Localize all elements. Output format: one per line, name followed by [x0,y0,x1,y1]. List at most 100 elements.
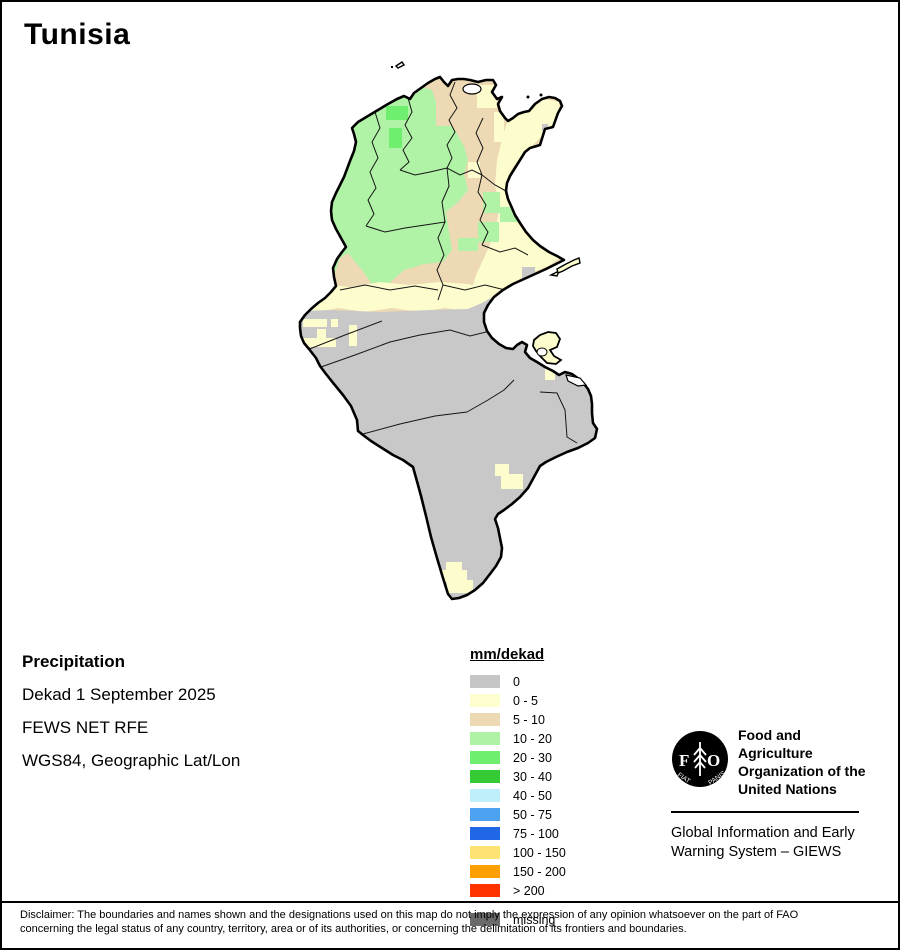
legend-label: 100 - 150 [513,845,566,860]
legend-label: 0 - 5 [513,693,539,708]
fao-name-line: Food and Agriculture [738,727,813,761]
fao-name-line: Organization of the [738,763,866,779]
map-region [539,93,543,97]
map-region [532,331,563,365]
map-region [349,325,357,346]
legend-item: 10 - 20 [470,729,566,748]
legend-swatch [470,789,500,802]
legend-label: 20 - 30 [513,750,552,765]
fao-name: Food and Agriculture Organization of the U… [738,726,871,798]
legend-item: 30 - 40 [470,767,566,786]
map-region [391,66,393,68]
info-heading: Precipitation [22,652,125,671]
legend-swatch [470,846,500,859]
map-region [542,124,548,131]
map-region [436,96,462,126]
org-divider [671,811,859,813]
map-region [495,464,509,476]
map-region [389,128,402,148]
legend-label: 5 - 10 [513,712,545,727]
map-region [402,248,414,268]
legend-item: 20 - 30 [470,748,566,767]
legend-rows: 0 0 - 5 5 - 10 10 - 20 20 - 30 30 - 40 40 - 50… [470,672,566,929]
legend-label: missing [513,912,556,927]
legend-swatch [470,694,500,707]
legend-label: 75 - 100 [513,826,559,841]
fao-name-line: United Nations [738,781,837,797]
legend-swatch [470,808,500,821]
governorate-boundary [477,174,489,246]
map-region [446,562,462,572]
map-region [386,106,408,120]
map-region [470,184,560,318]
map-region [536,347,548,357]
legend-swatch [470,732,500,745]
governorate-boundary [365,111,381,227]
map-region [545,369,555,380]
giews-name-line: Warning System – GIEWS [671,844,842,860]
wheat-ear-icon [693,742,707,776]
legend-label: 30 - 40 [513,769,552,784]
governorate-boundary [441,167,450,223]
legend-label: 150 - 200 [513,864,566,879]
governorate-boundary [399,97,413,171]
map-region [462,83,482,95]
legend-swatch [470,770,500,783]
governorate-boundary [365,221,446,301]
legend-item: 50 - 75 [470,805,566,824]
disclaimer-text: Disclaimer: The boundaries and names sho… [20,908,890,936]
legend-swatch [470,884,500,897]
legend-swatch [470,713,500,726]
info-line: WGS84, Geographic Lat/Lon [22,751,241,770]
governorate-boundary [339,284,439,291]
map-info-block: Precipitation Dekad 1 September 2025 FEWS… [22,652,240,784]
map-region [520,176,531,186]
precipitation-legend: mm/dekad 0 0 - 5 5 - 10 10 - 20 20 - 30 30 - … [470,646,566,929]
svg-text:F: F [679,751,689,770]
legend-item: 75 - 100 [470,824,566,843]
disclaimer-line: concerning the legal status of any count… [20,923,687,935]
governorate-boundary [362,411,468,435]
fao-logo-icon: F O FIAT PANIS [672,731,728,787]
tunisia-border [298,75,599,601]
map-region [468,162,480,178]
map-region [428,223,447,258]
map-region [565,374,588,387]
map-region [300,282,482,314]
legend-item: 40 - 50 [470,786,566,805]
map-region [331,319,338,327]
governorate-boundary [466,379,515,413]
legend-swatch [470,827,500,840]
map-region [302,338,336,347]
info-line: FEWS NET RFE [22,718,149,737]
legend-label: 0 [513,674,520,689]
legend-item: 0 - 5 [470,691,566,710]
legend-swatch [470,865,500,878]
map-region [556,257,581,274]
giews-name-line: Global Information and Early [671,825,855,841]
legend-swatch [470,751,500,764]
disclaimer-divider [0,901,900,903]
legend-item: 0 [470,672,566,691]
info-line: Dekad 1 September 2025 [22,685,216,704]
governorate-boundary [481,244,529,256]
map-region [458,238,478,251]
governorate-boundary [475,117,507,192]
map-region [526,95,530,99]
map-region [501,474,523,489]
disclaimer-line: Disclaimer: The boundaries and names sho… [20,909,799,921]
legend-label: 50 - 75 [513,807,552,822]
legend-item: 150 - 200 [470,862,566,881]
legend-title: mm/dekad [470,646,545,663]
legend-item: 5 - 10 [470,710,566,729]
governorate-boundary [306,320,383,351]
legend-item: missing [470,910,566,929]
map-region [483,192,500,213]
map-region [440,570,467,582]
legend-label: 40 - 50 [513,788,552,803]
map-region [317,329,326,338]
legend-swatch [470,675,500,688]
map-region [447,580,473,593]
page-title: Tunisia [24,18,131,51]
